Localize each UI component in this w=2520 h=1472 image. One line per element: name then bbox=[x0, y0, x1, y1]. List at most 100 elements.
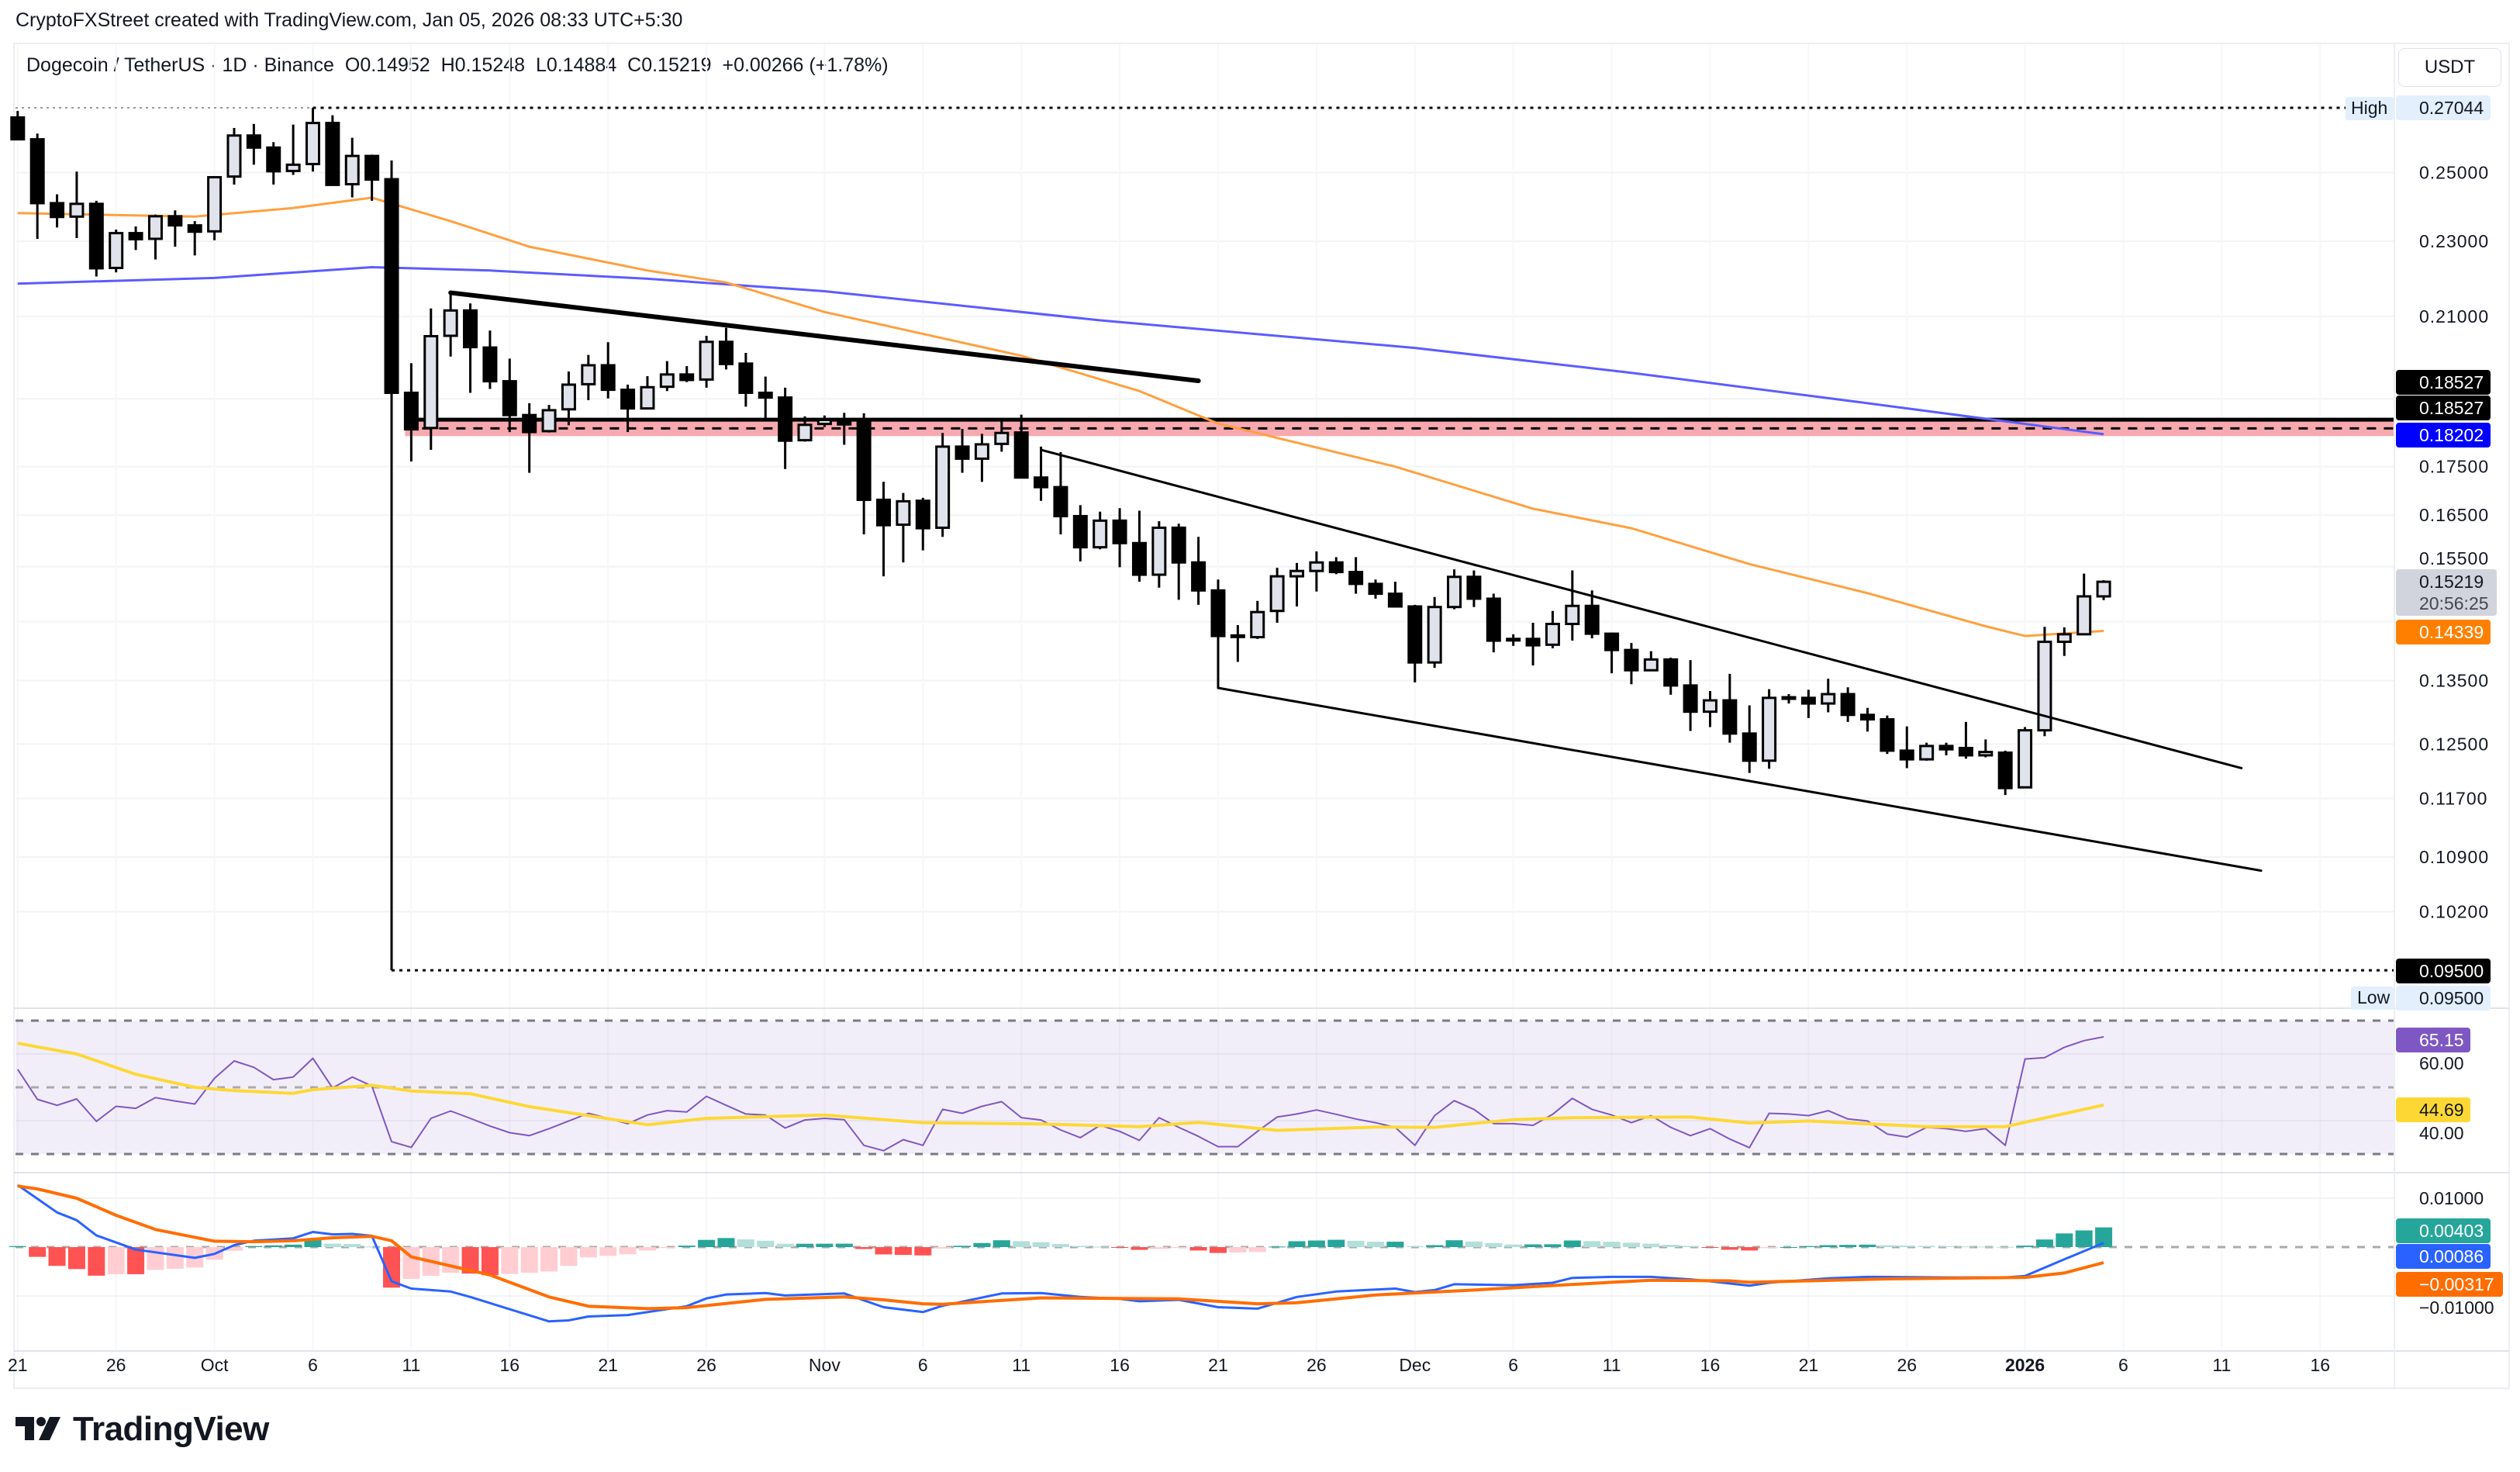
candle bbox=[1997, 750, 2013, 796]
macd-histogram-bar bbox=[481, 1247, 499, 1276]
candle-body bbox=[325, 122, 340, 186]
candle bbox=[758, 376, 773, 421]
candle bbox=[1683, 660, 1698, 731]
candle bbox=[1624, 643, 1639, 685]
candle bbox=[1565, 570, 1580, 641]
last-price-bg bbox=[2396, 569, 2497, 616]
candle-body bbox=[88, 202, 104, 270]
macd-histogram-bar bbox=[2056, 1233, 2073, 1247]
macd-histogram-bar bbox=[88, 1247, 105, 1276]
high-price-label-text: 0.27044 bbox=[2419, 98, 2484, 118]
macd-histogram-bar bbox=[1741, 1247, 1759, 1251]
candle-body bbox=[915, 499, 930, 530]
candle-body bbox=[659, 373, 675, 389]
candle bbox=[384, 160, 399, 971]
macd-histogram-bar bbox=[1150, 1247, 1168, 1249]
date-tick-label: 16 bbox=[1700, 1355, 1721, 1375]
macd-histogram-bar bbox=[619, 1247, 637, 1255]
candle-body bbox=[1427, 606, 1442, 664]
macd-histogram-bar bbox=[1997, 1246, 2014, 1248]
date-tick-label: Dec bbox=[1399, 1355, 1431, 1375]
resistance-price-label-text: 0.18527 bbox=[2419, 372, 2484, 392]
macd-histogram-bar bbox=[698, 1239, 716, 1247]
macd-histogram-bar bbox=[520, 1247, 538, 1273]
price-tick-label: 0.13500 bbox=[2419, 671, 2489, 691]
candle bbox=[640, 376, 655, 410]
candle bbox=[1447, 569, 1462, 610]
price-axis[interactable]: 0.25000 0.23000 0.21000 0.17500 0.16500 0.155… bbox=[2419, 163, 2494, 1318]
resistance-price-label-text: 0.18527 bbox=[2419, 398, 2484, 418]
candle-body bbox=[640, 385, 655, 410]
candle-body bbox=[561, 383, 576, 411]
currency-button[interactable]: USDT bbox=[2398, 48, 2501, 87]
macd-histogram-bar bbox=[1347, 1240, 1365, 1247]
macd-histogram-bar bbox=[1524, 1244, 1542, 1247]
candle bbox=[2056, 627, 2072, 656]
candle bbox=[167, 210, 183, 247]
macd-histogram-bar bbox=[1465, 1241, 1483, 1247]
macd-histogram-bar bbox=[560, 1247, 578, 1266]
candle bbox=[778, 387, 793, 469]
macd-histogram-bar bbox=[1642, 1243, 1660, 1247]
candle-body bbox=[1191, 561, 1206, 592]
candle-body bbox=[2056, 633, 2072, 644]
macd-signal-value-label-bg bbox=[2396, 1272, 2503, 1297]
macd-histogram-bar bbox=[2095, 1227, 2113, 1247]
candle bbox=[1702, 691, 1717, 727]
macd-histogram-bar bbox=[1701, 1247, 1719, 1248]
ema50-price-label-bg bbox=[2396, 620, 2491, 644]
candle bbox=[1860, 707, 1876, 732]
macd-histogram-bar bbox=[383, 1247, 401, 1288]
macd-histogram-bar bbox=[835, 1243, 853, 1247]
candle-body bbox=[1269, 575, 1285, 613]
macd-histogram-bar bbox=[48, 1247, 66, 1266]
trendlines[interactable] bbox=[448, 290, 2263, 872]
macd-histogram-bar bbox=[323, 1243, 341, 1247]
macd-histogram-bar bbox=[29, 1247, 47, 1257]
time-axis[interactable]: 21 26 Oct 6 11 16 21 26 Nov 6 11 16 21 26 Dec 6 11 16 21 26… bbox=[8, 1355, 2330, 1375]
candle bbox=[1191, 537, 1206, 605]
symbol-name[interactable]: Dogecoin / TetherUS · 1D · Binance bbox=[26, 54, 334, 76]
price-tick-label: 0.21000 bbox=[2419, 306, 2489, 327]
candle bbox=[344, 137, 360, 198]
macd-value-label: 0.00086 bbox=[2396, 1244, 2491, 1269]
macd-histogram-bar bbox=[1682, 1246, 1700, 1247]
macd-histogram-bar bbox=[1878, 1245, 1896, 1247]
candle-body bbox=[1348, 571, 1364, 586]
candle bbox=[1781, 694, 1797, 704]
macd-histogram-bar bbox=[264, 1245, 282, 1247]
candle bbox=[1525, 623, 1541, 666]
tradingview-logo-icon bbox=[16, 1417, 60, 1440]
candle-body bbox=[10, 116, 26, 141]
macd-histogram-bar bbox=[285, 1244, 302, 1247]
candle-body bbox=[266, 146, 281, 173]
candle bbox=[50, 194, 65, 228]
candle bbox=[896, 492, 911, 563]
date-tick-label: 11 bbox=[1603, 1355, 1621, 1375]
macd-histogram-bar bbox=[1209, 1247, 1227, 1253]
date-tick-label: 6 bbox=[1508, 1355, 1518, 1375]
candle bbox=[1742, 705, 1757, 773]
tradingview-logo[interactable]: TradingView bbox=[16, 1410, 269, 1449]
candle-body bbox=[797, 423, 813, 442]
candle bbox=[2096, 580, 2111, 600]
rsi-value-label-bg bbox=[2396, 1028, 2470, 1052]
macd-histogram-bar bbox=[1111, 1247, 1129, 1248]
resistance-zone bbox=[16, 106, 2395, 972]
candle bbox=[482, 330, 498, 389]
candle bbox=[797, 416, 813, 442]
candle bbox=[1013, 414, 1029, 479]
candle-body bbox=[1742, 732, 1757, 762]
candle bbox=[659, 361, 675, 392]
candle-body bbox=[816, 418, 832, 426]
macd-histogram-bar bbox=[127, 1247, 145, 1274]
macd-signal-value-label: −0.00317 bbox=[2396, 1272, 2503, 1297]
candle-body bbox=[1545, 623, 1560, 646]
rsi-ma-line bbox=[17, 1042, 2104, 1132]
date-tick-label: 26 bbox=[106, 1355, 126, 1375]
ema50-price-label-text: 0.14339 bbox=[2419, 622, 2484, 642]
candle bbox=[423, 308, 439, 451]
price-tick-label: 0.23000 bbox=[2419, 231, 2489, 251]
candle-body bbox=[2037, 641, 2052, 732]
